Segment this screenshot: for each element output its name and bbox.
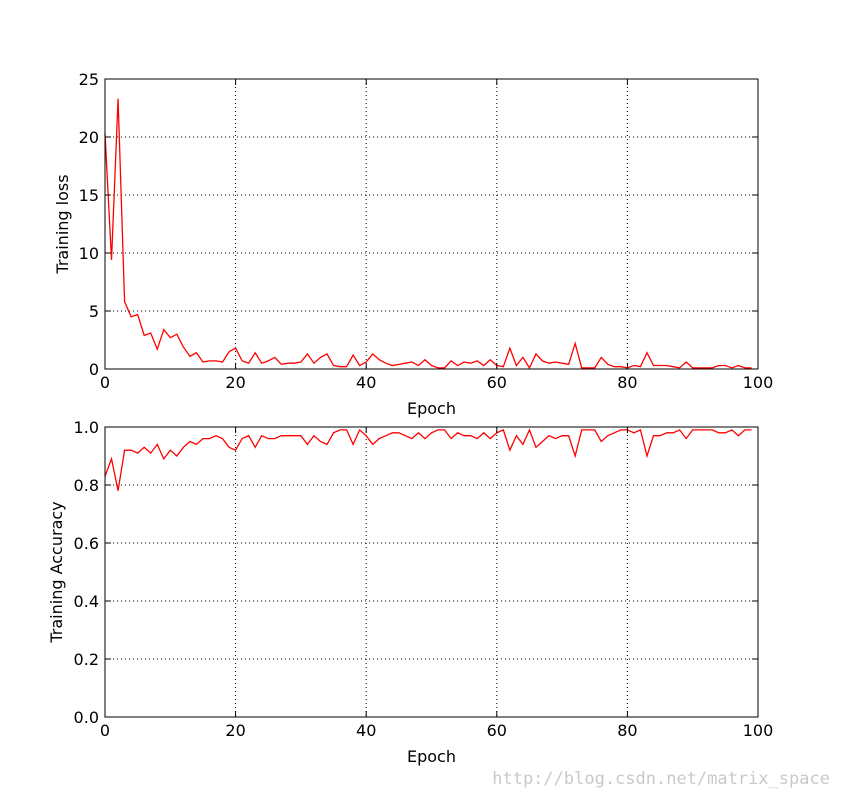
x-tick-label: 0 [100, 721, 110, 740]
accuracy-panel: 0 20 40 60 80 100 0.0 0.2 0.4 0.6 0.8 1.0 Epoch Train… [47, 418, 773, 766]
x-tick-label: 40 [356, 373, 376, 392]
x-tick-label: 20 [225, 721, 245, 740]
x-axis-label: Epoch [407, 399, 456, 418]
x-tick-label: 20 [225, 373, 245, 392]
x-tick-label: 80 [617, 721, 637, 740]
y-tick-label: 0.6 [74, 534, 99, 553]
y-tick-label: 1.0 [74, 418, 99, 437]
x-tick-label: 40 [356, 721, 376, 740]
x-tick-label: 0 [100, 373, 110, 392]
loss-panel: 0 20 40 60 80 100 0 5 10 15 20 25 Epoch Training loss [53, 70, 773, 418]
series-line [104, 428, 752, 491]
x-tick-label: 80 [617, 373, 637, 392]
y-tick-label: 5 [89, 302, 99, 321]
y-tick-label: 0.0 [74, 708, 99, 727]
y-tick-label: 0 [89, 360, 99, 379]
plot-frame [104, 426, 759, 718]
y-tick-label: 20 [79, 128, 99, 147]
x-axis-label: Epoch [407, 747, 456, 766]
watermark-text: http://blog.csdn.net/matrix_space [492, 769, 830, 789]
y-tick-label: 15 [79, 186, 99, 205]
series-line [104, 98, 752, 370]
y-tick-label: 0.8 [74, 476, 99, 495]
y-axis-label: Training loss [53, 174, 72, 274]
y-tick-label: 0.2 [74, 650, 99, 669]
x-tick-label: 60 [487, 373, 507, 392]
x-tick-label: 100 [743, 721, 774, 740]
y-axis-label: Training Accuracy [47, 501, 66, 643]
x-tick-label: 100 [743, 373, 774, 392]
y-tick-label: 25 [79, 70, 99, 89]
y-tick-label: 0.4 [74, 592, 99, 611]
y-tick-label: 10 [79, 244, 99, 263]
plot-frame [104, 78, 759, 370]
x-tick-label: 60 [487, 721, 507, 740]
